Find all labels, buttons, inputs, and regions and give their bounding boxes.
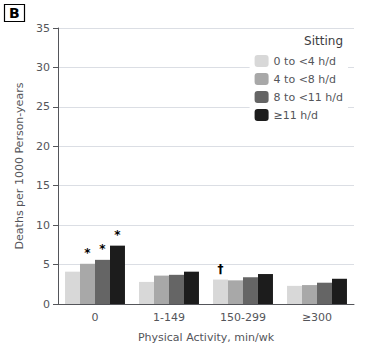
svg-text:0: 0 xyxy=(92,311,99,324)
svg-text:Deaths per 1000 Person-years: Deaths per 1000 Person-years xyxy=(13,82,26,249)
svg-text:*: * xyxy=(114,228,121,242)
svg-text:30: 30 xyxy=(36,61,50,74)
svg-text:35: 35 xyxy=(36,22,50,35)
svg-text:8 to <11 h/d: 8 to <11 h/d xyxy=(274,91,343,104)
svg-text:20: 20 xyxy=(36,140,50,153)
svg-text:25: 25 xyxy=(36,100,50,113)
svg-text:1-149: 1-149 xyxy=(153,311,185,324)
svg-text:0: 0 xyxy=(43,298,50,311)
svg-text:*: * xyxy=(84,246,91,260)
svg-text:†: † xyxy=(218,262,224,276)
svg-text:*: * xyxy=(99,242,106,256)
svg-text:10: 10 xyxy=(36,219,50,232)
svg-text:Physical Activity, min/wk: Physical Activity, min/wk xyxy=(138,331,275,344)
svg-text:0 to <4 h/d: 0 to <4 h/d xyxy=(274,55,336,68)
svg-text:4 to <8 h/d: 4 to <8 h/d xyxy=(274,73,336,86)
svg-text:150-299: 150-299 xyxy=(220,311,266,324)
svg-text:B: B xyxy=(9,5,20,21)
svg-text:5: 5 xyxy=(43,258,50,271)
svg-text:Sitting: Sitting xyxy=(304,34,343,48)
svg-text:≥300: ≥300 xyxy=(302,311,332,324)
svg-text:≥11 h/d: ≥11 h/d xyxy=(274,109,318,122)
svg-text:15: 15 xyxy=(36,179,50,192)
